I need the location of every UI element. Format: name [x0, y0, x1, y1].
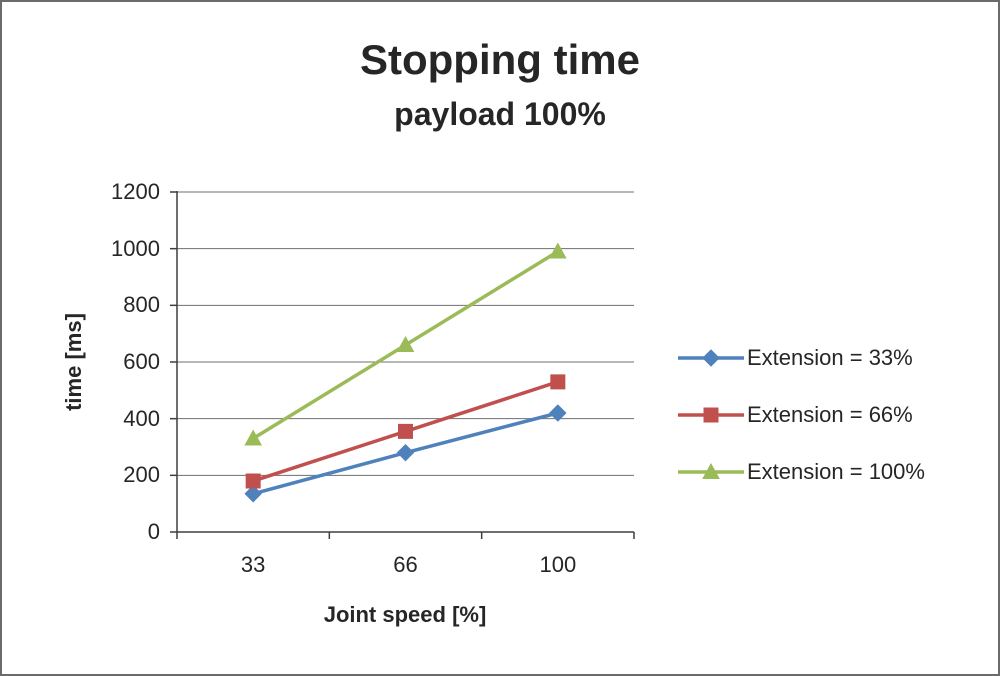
x-tick-label: 100 [539, 552, 577, 577]
legend-item: Extension = 33% [678, 329, 925, 386]
x-axis-title: Joint speed [%] [323, 602, 487, 627]
legend-marker-icon [678, 407, 744, 422]
y-tick-label: 1000 [111, 235, 160, 261]
chart-subtitle: payload 100% [394, 96, 606, 132]
y-tick-label: 400 [123, 405, 160, 431]
legend-marker-icon [678, 462, 744, 479]
legend-item: Extension = 100% [678, 443, 925, 500]
legend-label: Extension = 100% [747, 458, 925, 484]
chart-legend: Extension = 33% Extension = 66% Extension … [678, 329, 925, 500]
legend-label: Extension = 66% [747, 401, 913, 427]
x-tick-label: 66 [393, 552, 418, 577]
chart-title: Stopping time [360, 36, 640, 83]
x-tick-label: 33 [240, 552, 266, 577]
legend-label: Extension = 33% [747, 344, 913, 370]
y-tick-label: 1200 [111, 179, 160, 204]
legend-marker-icon [678, 348, 744, 367]
y-tick-label: 800 [123, 292, 160, 318]
y-tick-label: 600 [123, 349, 160, 374]
legend-item: Extension = 66% [678, 386, 925, 443]
y-tick-label: 200 [123, 462, 160, 488]
y-tick-label: 0 [147, 519, 160, 544]
